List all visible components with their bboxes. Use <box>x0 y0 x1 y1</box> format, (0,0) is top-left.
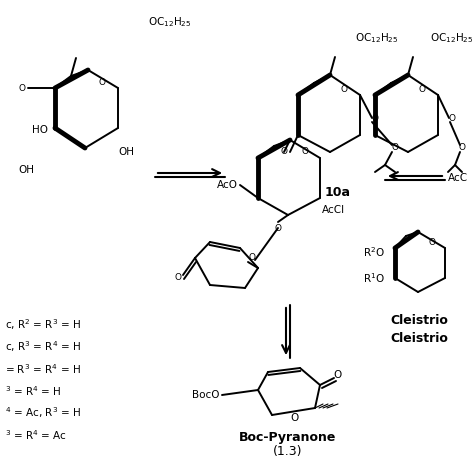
Text: Cleistrio: Cleistrio <box>390 313 448 327</box>
Text: = R$^{3}$ = R$^{4}$ = H: = R$^{3}$ = R$^{4}$ = H <box>5 362 81 376</box>
Text: OC$_{12}$H$_{25}$: OC$_{12}$H$_{25}$ <box>355 31 399 45</box>
Text: O: O <box>392 144 399 153</box>
Text: O: O <box>174 273 182 283</box>
Text: O: O <box>248 254 255 263</box>
Text: $^{3}$ = R$^{4}$ = H: $^{3}$ = R$^{4}$ = H <box>5 384 62 398</box>
Text: OC$_{12}$H$_{25}$: OC$_{12}$H$_{25}$ <box>430 31 474 45</box>
Text: HO: HO <box>32 125 48 135</box>
Text: O: O <box>99 78 106 86</box>
Text: c, R$^{2}$ = R$^{3}$ = H: c, R$^{2}$ = R$^{3}$ = H <box>5 318 81 332</box>
Text: O: O <box>334 370 342 380</box>
Text: AcO: AcO <box>217 180 238 190</box>
Text: c, R$^{3}$ = R$^{4}$ = H: c, R$^{3}$ = R$^{4}$ = H <box>5 339 81 355</box>
Text: BocO: BocO <box>192 390 220 400</box>
Text: O: O <box>281 147 288 156</box>
Text: O: O <box>274 224 282 233</box>
Text: O: O <box>340 84 347 93</box>
Text: Cleistrio: Cleistrio <box>390 331 448 345</box>
Text: OC$_{12}$H$_{25}$: OC$_{12}$H$_{25}$ <box>148 15 191 29</box>
Text: O: O <box>428 237 436 246</box>
Text: Boc-Pyranone: Boc-Pyranone <box>239 431 337 445</box>
Text: O: O <box>301 147 309 156</box>
Text: O: O <box>18 83 26 92</box>
Text: O: O <box>419 84 426 93</box>
Text: O: O <box>372 113 379 122</box>
Text: R$^{2}$O: R$^{2}$O <box>363 245 385 259</box>
Text: OH: OH <box>18 165 34 175</box>
Text: R$^{1}$O: R$^{1}$O <box>363 271 385 285</box>
Text: O: O <box>448 113 456 122</box>
Text: O: O <box>291 413 299 423</box>
Text: O: O <box>458 144 465 153</box>
Text: AcCl: AcCl <box>322 205 345 215</box>
Text: AcC: AcC <box>448 173 468 183</box>
Text: (1.3): (1.3) <box>273 446 303 458</box>
Text: $^{3}$ = R$^{4}$ = Ac: $^{3}$ = R$^{4}$ = Ac <box>5 428 67 442</box>
Text: $^{4}$ = Ac, R$^{3}$ = H: $^{4}$ = Ac, R$^{3}$ = H <box>5 406 81 420</box>
Text: OH: OH <box>118 147 134 157</box>
Text: 10a: 10a <box>325 185 351 199</box>
